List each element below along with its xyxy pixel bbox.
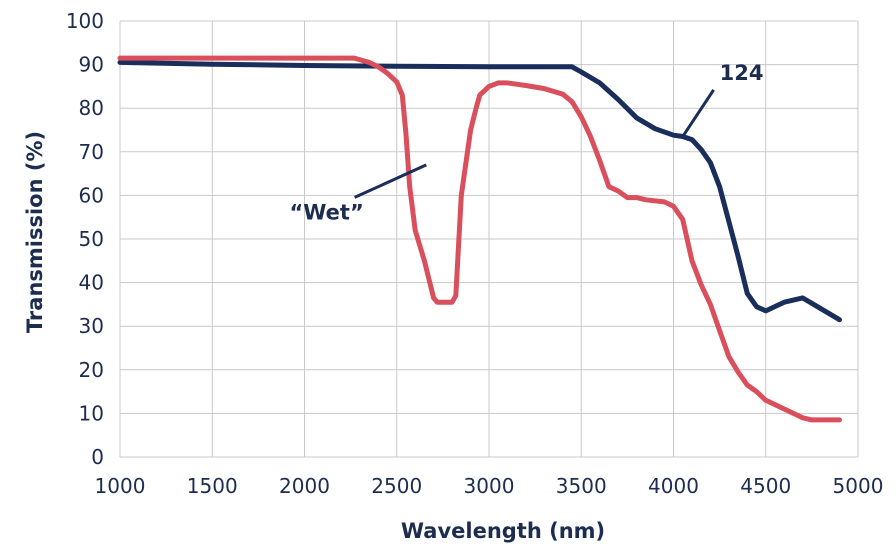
annotation-leader-124 xyxy=(681,89,715,138)
y-tick-label: 60 xyxy=(79,183,104,207)
x-axis-title: Wavelength (nm) xyxy=(401,519,605,543)
annotation-label-wet: “Wet” xyxy=(289,200,363,224)
x-tick-label: 3000 xyxy=(464,474,515,498)
grid-lines xyxy=(119,20,859,458)
y-tick-label: 30 xyxy=(79,314,104,338)
y-tick-label: 70 xyxy=(79,140,104,164)
y-tick-label: 80 xyxy=(79,96,104,120)
y-axis-title: Transmission (%) xyxy=(23,131,47,333)
x-tick-labels: 1000 1500 2000 2500 3000 3500 4000 4500 5000 xyxy=(95,474,884,498)
annotation-leader-wet xyxy=(354,163,427,199)
series-line-124 xyxy=(117,59,842,323)
series-lines xyxy=(117,55,842,423)
y-tick-label: 0 xyxy=(91,445,104,469)
y-tick-label: 40 xyxy=(79,271,104,295)
x-tick-label: 1000 xyxy=(95,474,146,498)
x-tick-label: 2000 xyxy=(279,474,330,498)
x-tick-label: 3500 xyxy=(556,474,607,498)
y-tick-labels: 0 10 20 30 40 50 60 70 80 90 100 xyxy=(66,9,104,469)
y-tick-label: 10 xyxy=(79,401,104,425)
x-tick-label: 5000 xyxy=(833,474,884,498)
y-tick-label: 90 xyxy=(79,53,104,77)
y-tick-label: 50 xyxy=(79,227,104,251)
x-tick-label: 4500 xyxy=(740,474,791,498)
y-tick-label: 100 xyxy=(66,9,104,33)
annotations: 124 “Wet” xyxy=(289,61,763,225)
annotation-label-124: 124 xyxy=(720,61,764,85)
x-tick-label: 2500 xyxy=(371,474,422,498)
x-tick-label: 1500 xyxy=(187,474,238,498)
y-tick-label: 20 xyxy=(79,358,104,382)
x-tick-label: 4000 xyxy=(648,474,699,498)
series-line-wet xyxy=(117,55,842,423)
